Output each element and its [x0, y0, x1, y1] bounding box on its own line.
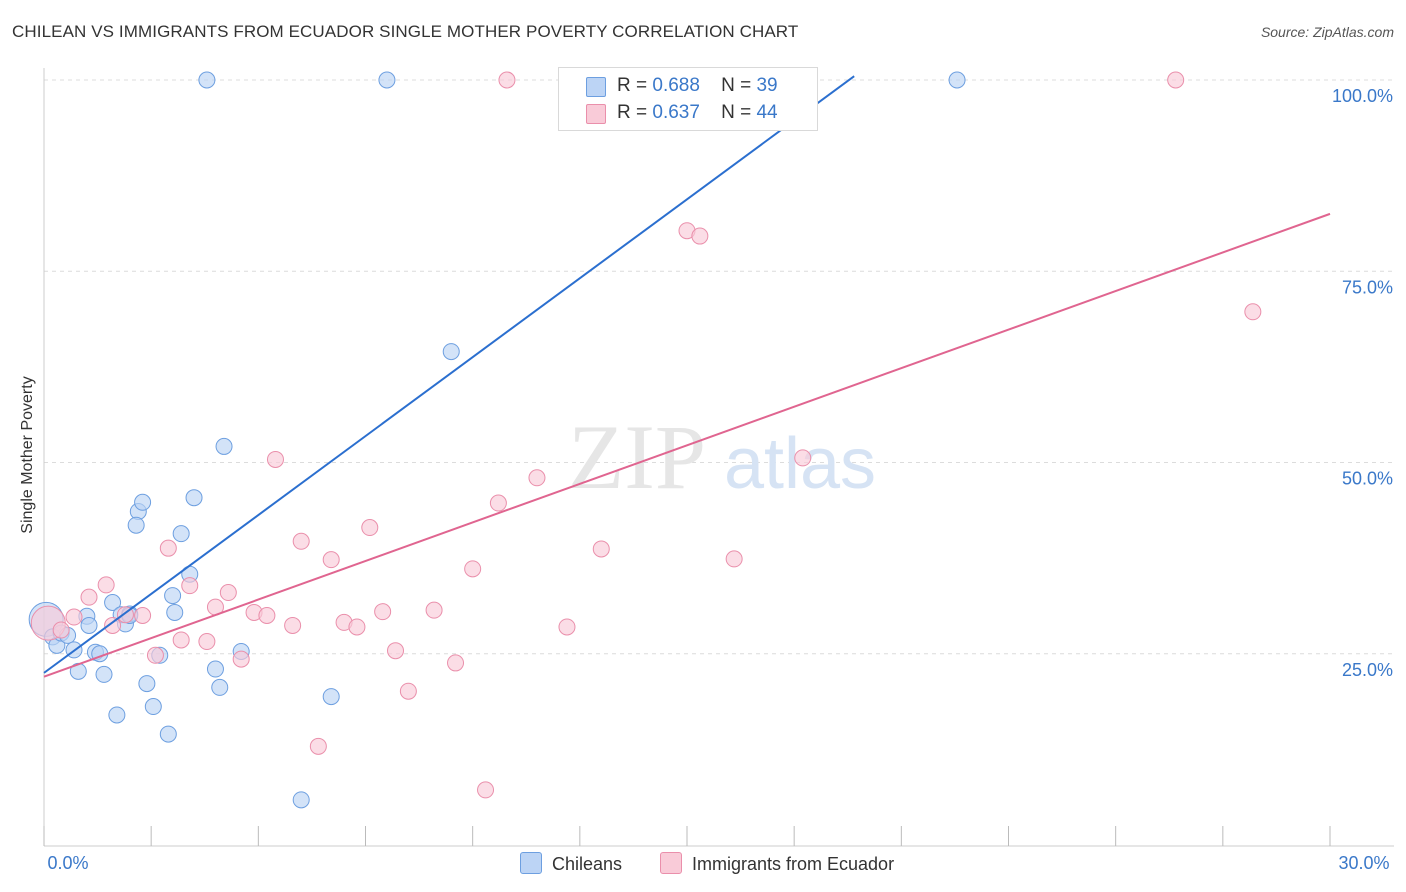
- chileans-point: [134, 493, 152, 511]
- ecuador-point: [80, 588, 98, 606]
- ecuador-point: [284, 616, 302, 634]
- y-tick-label: 25.0%: [1342, 660, 1393, 680]
- chileans-point: [948, 71, 966, 89]
- chileans-swatch: [586, 77, 606, 97]
- chileans-point: [144, 698, 162, 716]
- ecuador-point: [258, 607, 276, 624]
- n-value: 39: [756, 75, 778, 96]
- source-credit: Source: ZipAtlas.com: [1260, 24, 1394, 40]
- chart-title: CHILEAN VS IMMIGRANTS FROM ECUADOR SINGL…: [12, 22, 799, 41]
- ecuador-point: [159, 539, 177, 557]
- stats-legend: R = 0.688 N = 39 R = 0.637 N = 44: [558, 67, 818, 131]
- ecuador-legend-swatch: [660, 852, 682, 874]
- chileans-point: [127, 516, 145, 534]
- chileans-point: [80, 616, 98, 634]
- chileans-point: [159, 725, 177, 743]
- chileans-point: [215, 437, 233, 455]
- ecuador-point: [309, 737, 327, 755]
- r-value: 0.688: [652, 75, 700, 96]
- chileans-trend-line: [43, 75, 855, 674]
- chileans-point: [322, 688, 340, 706]
- y-tick-label: 100.0%: [1332, 86, 1393, 106]
- ecuador-trend-line: [43, 212, 1331, 678]
- ecuador-point: [181, 577, 199, 595]
- chileans-point: [442, 343, 460, 361]
- ecuador-point: [447, 654, 465, 672]
- chileans-point: [95, 665, 113, 683]
- n-label: N =: [721, 75, 752, 96]
- chileans-point: [172, 525, 190, 543]
- ecuador-swatch: [586, 104, 606, 124]
- n-value: 44: [756, 102, 778, 123]
- ecuador-point: [52, 621, 70, 639]
- legend-label-chileans: Chileans: [552, 854, 623, 874]
- chileans-point: [108, 706, 126, 724]
- legend-item-chileans[interactable]: Chileans: [520, 852, 622, 875]
- ecuador-point: [198, 633, 216, 651]
- n-label: N =: [721, 102, 752, 123]
- ecuador-point: [725, 550, 743, 568]
- y-tick-label: 50.0%: [1342, 469, 1393, 489]
- ecuador-point: [292, 532, 310, 550]
- chileans-point: [206, 660, 224, 678]
- ecuador-point: [97, 576, 115, 594]
- chileans-point: [292, 791, 310, 809]
- ecuador-point: [477, 781, 495, 799]
- ecuador-point: [374, 603, 392, 621]
- ecuador-point: [558, 618, 576, 636]
- ecuador-point: [794, 449, 812, 467]
- r-value: 0.637: [652, 102, 700, 123]
- ecuador-point: [232, 650, 250, 668]
- ecuador-point: [65, 608, 83, 626]
- chileans-point: [104, 593, 122, 611]
- ecuador-point: [361, 519, 379, 537]
- chileans-point: [138, 675, 156, 693]
- r-label: R =: [617, 102, 648, 123]
- legend-item-ecuador[interactable]: Immigrants from Ecuador: [660, 852, 894, 875]
- x-tick-label: 30.0%: [1338, 853, 1389, 873]
- ecuador-point: [172, 631, 190, 649]
- chileans-point: [198, 71, 216, 89]
- ecuador-point: [425, 601, 443, 619]
- ecuador-point: [489, 494, 507, 512]
- x-tick-label: 0.0%: [47, 853, 88, 873]
- chileans-point: [164, 587, 182, 605]
- chileans-point: [166, 603, 184, 621]
- ecuador-point: [146, 646, 164, 664]
- ecuador-point: [104, 616, 122, 634]
- chileans-point: [211, 678, 229, 696]
- ecuador-point: [399, 682, 417, 700]
- ecuador-point: [691, 227, 709, 245]
- watermark-zip: ZIP: [568, 406, 706, 508]
- y-axis-label: Single Mother Poverty: [19, 376, 36, 534]
- series-legend: Chileans Immigrants from Ecuador: [0, 852, 1406, 876]
- ecuador-point: [348, 618, 366, 636]
- chileans-legend-swatch: [520, 852, 542, 874]
- ecuador-point: [219, 584, 237, 602]
- legend-label-ecuador: Immigrants from Ecuador: [692, 854, 895, 874]
- ecuador-point: [266, 450, 284, 468]
- ecuador-point: [498, 71, 516, 89]
- ecuador-point: [1244, 303, 1262, 321]
- chileans-point: [185, 489, 203, 507]
- ecuador-point: [322, 551, 340, 569]
- ecuador-point: [464, 560, 482, 578]
- chileans-point: [378, 71, 396, 89]
- ecuador-point: [592, 540, 610, 558]
- ecuador-point: [134, 607, 152, 624]
- y-tick-label: 75.0%: [1342, 277, 1393, 297]
- ecuador-point: [1167, 71, 1185, 89]
- ecuador-point: [528, 469, 546, 487]
- ecuador-point: [387, 642, 405, 660]
- r-label: R =: [617, 75, 648, 96]
